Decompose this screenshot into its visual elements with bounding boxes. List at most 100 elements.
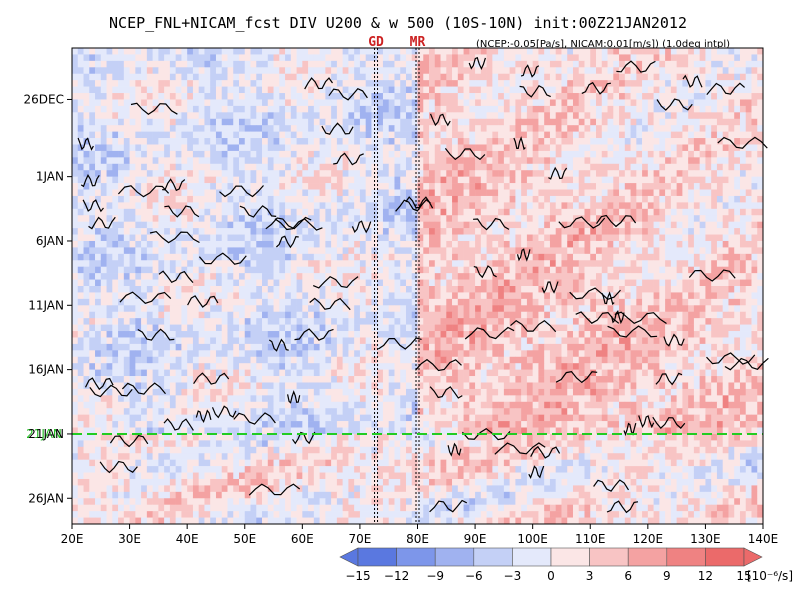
heatmap-cell	[158, 112, 165, 120]
heatmap-cell	[388, 215, 395, 222]
heatmap-cell	[296, 118, 303, 126]
heatmap-cell	[613, 189, 620, 197]
heatmap-cell	[285, 144, 292, 152]
heatmap-cell	[221, 260, 228, 267]
heatmap-cell	[302, 125, 309, 132]
heatmap-cell	[538, 234, 545, 242]
heatmap-cell	[722, 163, 729, 171]
heatmap-cell	[676, 253, 683, 261]
heatmap-cell	[688, 279, 695, 287]
heatmap-cell	[365, 176, 372, 184]
heatmap-cell	[688, 292, 695, 300]
heatmap-cell	[751, 234, 758, 242]
heatmap-cell	[129, 253, 136, 261]
heatmap-cell	[89, 48, 96, 55]
heatmap-cell	[440, 80, 447, 87]
heatmap-cell	[526, 48, 533, 55]
heatmap-cell	[342, 279, 349, 287]
heatmap-cell	[515, 131, 522, 139]
heatmap-cell	[233, 253, 240, 261]
heatmap-cell	[757, 279, 764, 287]
heatmap-cell	[757, 48, 764, 55]
heatmap-cell	[215, 292, 223, 300]
heatmap-cell	[175, 176, 182, 184]
heatmap-cell	[181, 118, 188, 126]
heatmap-cell	[83, 260, 90, 267]
heatmap-cell	[204, 228, 211, 235]
heatmap-cell	[544, 112, 551, 120]
heatmap-cell	[601, 67, 608, 75]
heatmap-cell	[503, 73, 510, 81]
heatmap-cell	[354, 260, 361, 267]
heatmap-cell	[394, 260, 401, 267]
heatmap-cell	[192, 131, 199, 139]
heatmap-cell	[112, 189, 119, 197]
heatmap-cell	[308, 131, 315, 139]
heatmap-cell	[152, 305, 159, 313]
heatmap-cell	[262, 247, 269, 255]
heatmap-cell	[492, 279, 499, 287]
heatmap-cell	[279, 54, 286, 62]
heatmap-cell	[751, 195, 758, 203]
heatmap-cell	[659, 99, 666, 107]
heatmap-cell	[619, 138, 626, 145]
heatmap-cell	[388, 99, 395, 107]
heatmap-cell	[739, 67, 747, 75]
heatmap-cell	[665, 298, 672, 306]
heatmap-cell	[630, 286, 637, 293]
heatmap-cell	[711, 228, 718, 235]
heatmap-cell	[365, 131, 372, 139]
heatmap-cell	[716, 292, 723, 300]
heatmap-cell	[613, 176, 620, 184]
heatmap-cell	[526, 195, 533, 203]
heatmap-cell	[469, 305, 476, 313]
heatmap-cell	[676, 247, 683, 255]
heatmap-cell	[670, 157, 677, 165]
heatmap-cell	[538, 253, 545, 261]
heatmap-cell	[290, 105, 297, 113]
heatmap-cell	[711, 163, 718, 171]
heatmap-cell	[336, 292, 343, 300]
heatmap-cell	[135, 86, 142, 94]
heatmap-cell	[751, 118, 758, 126]
heatmap-cell	[388, 112, 395, 120]
heatmap-cell	[388, 150, 395, 158]
heatmap-cell	[204, 105, 211, 113]
heatmap-cell	[544, 150, 551, 158]
heatmap-cell	[607, 144, 614, 152]
heatmap-cell	[302, 170, 309, 177]
heatmap-cell	[325, 163, 332, 171]
heatmap-cell	[192, 157, 199, 165]
heatmap-cell	[757, 125, 764, 132]
heatmap-cell	[722, 176, 729, 184]
heatmap-cell	[693, 189, 700, 197]
heatmap-cell	[440, 125, 447, 132]
heatmap-cell	[296, 105, 303, 113]
heatmap-cell	[670, 305, 677, 313]
heatmap-cell	[630, 273, 637, 280]
heatmap-cell	[267, 240, 274, 248]
heatmap-cell	[302, 60, 309, 68]
heatmap-cell	[164, 215, 171, 222]
heatmap-cell	[388, 234, 395, 242]
heatmap-cell	[722, 279, 729, 287]
heatmap-cell	[169, 118, 176, 126]
heatmap-cell	[578, 112, 585, 120]
heatmap-cell	[572, 86, 580, 94]
heatmap-cell	[676, 67, 683, 75]
heatmap-cell	[118, 86, 125, 94]
heatmap-cell	[244, 131, 251, 139]
heatmap-cell	[521, 228, 528, 235]
heatmap-cell	[475, 67, 482, 75]
heatmap-cell	[613, 305, 620, 313]
heatmap-cell	[262, 118, 269, 126]
heatmap-cell	[129, 298, 136, 306]
heatmap-cell	[498, 60, 505, 68]
heatmap-cell	[578, 73, 585, 81]
heatmap-cell	[72, 279, 79, 287]
heatmap-cell	[561, 228, 568, 235]
heatmap-cell	[365, 163, 372, 171]
heatmap-cell	[313, 118, 320, 126]
heatmap-cell	[688, 80, 695, 87]
heatmap-cell	[699, 208, 706, 216]
